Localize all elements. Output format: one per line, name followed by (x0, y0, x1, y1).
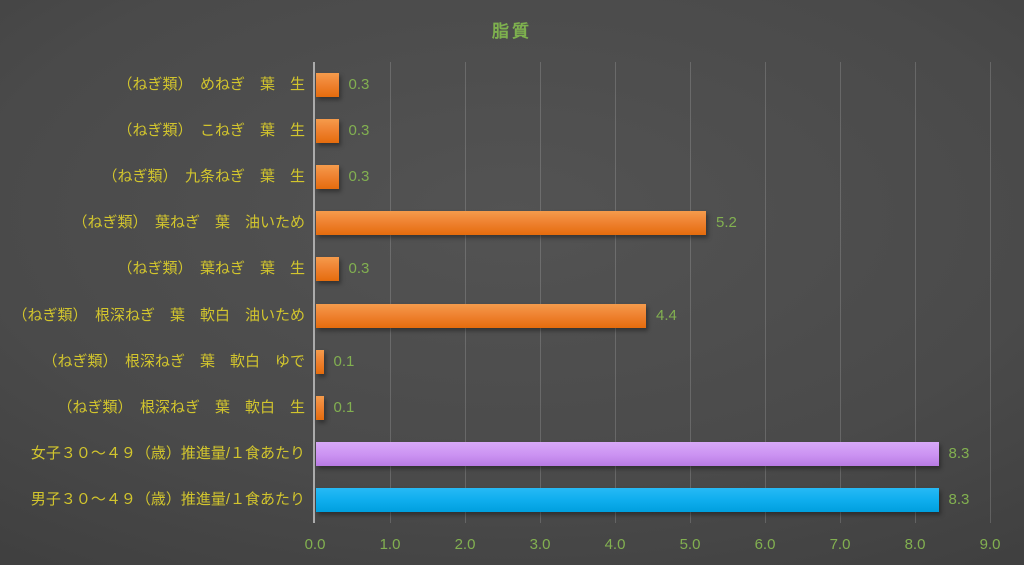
bar (316, 487, 939, 512)
category-label: （ねぎ類） 葉ねぎ 葉 油いため (72, 214, 305, 232)
x-tick-label: 9.0 (979, 536, 1001, 553)
bar (316, 349, 324, 374)
gridline (390, 62, 391, 523)
value-label: 0.3 (348, 122, 370, 140)
bar (316, 257, 339, 282)
bar (316, 165, 339, 190)
category-label: 男子３０～４９（歳）推進量/１食あたり (30, 490, 305, 508)
x-tick-label: 0.0 (304, 536, 326, 553)
chart-title: 脂質 (492, 22, 532, 41)
x-tick-label: 1.0 (379, 536, 401, 553)
gridline (915, 62, 916, 523)
category-label: （ねぎ類） 根深ねぎ 葉 軟白 油いため (12, 306, 305, 324)
gridline (690, 62, 691, 523)
value-label: 4.4 (656, 306, 677, 324)
bar (316, 73, 339, 98)
bar (316, 211, 706, 236)
x-tick-label: 8.0 (904, 536, 926, 553)
value-label: 0.3 (348, 168, 370, 186)
category-label: （ねぎ類） 根深ねぎ 葉 軟白 生 (57, 398, 305, 416)
category-label: （ねぎ類） 九条ねぎ 葉 生 (102, 168, 305, 186)
gridline (765, 62, 766, 523)
gridline (465, 62, 466, 523)
category-label: （ねぎ類） めねぎ 葉 生 (117, 76, 305, 94)
x-tick-label: 6.0 (754, 536, 776, 553)
x-tick-label: 7.0 (829, 536, 851, 553)
category-label: （ねぎ類） 根深ねぎ 葉 軟白 ゆで (42, 352, 305, 370)
gridline (840, 62, 841, 523)
category-label: （ねぎ類） 葉ねぎ 葉 生 (117, 260, 305, 278)
x-tick-label: 5.0 (679, 536, 701, 553)
category-label: 女子３０～４９（歳）推進量/１食あたり (30, 444, 305, 462)
x-tick-label: 3.0 (529, 536, 551, 553)
bar (316, 395, 324, 420)
value-label: 0.1 (333, 352, 355, 370)
bar (316, 119, 339, 144)
bar (316, 303, 646, 328)
y-axis-line (313, 62, 315, 523)
category-label: （ねぎ類） こねぎ 葉 生 (117, 122, 305, 140)
value-label: 8.3 (948, 444, 970, 462)
bar (316, 441, 939, 466)
value-label: 0.3 (348, 76, 370, 94)
value-label: 0.3 (348, 260, 370, 278)
value-label: 8.3 (948, 490, 970, 508)
plot-area (313, 62, 991, 523)
gridline (990, 62, 991, 523)
value-label: 5.2 (716, 214, 737, 232)
gridline (615, 62, 616, 523)
x-tick-label: 2.0 (454, 536, 476, 553)
value-label: 0.1 (333, 398, 355, 416)
gridline (540, 62, 541, 523)
x-tick-label: 4.0 (604, 536, 626, 553)
